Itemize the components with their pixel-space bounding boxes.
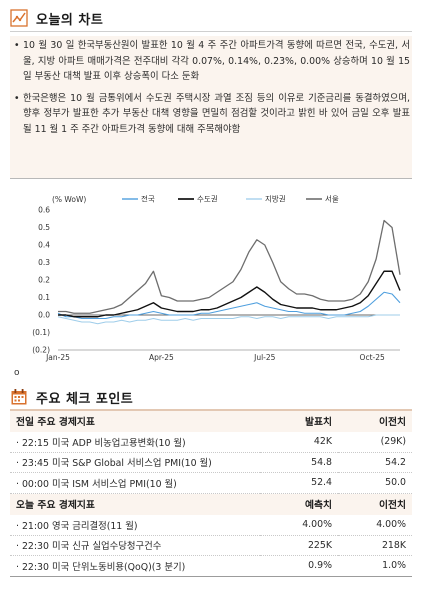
series-line [58,219,401,314]
indicator-name: · 00:00 미국 ISM 서비스업 PMI(10 월) [10,472,260,494]
summary-bullets: 10 월 30 일 한국부동산원이 발표한 10 월 4 주 주간 아파트가격 … [14,38,410,144]
series-line [57,314,400,325]
column-header: 발표치 [260,411,338,432]
apartment-price-chart: 0.6 0.5 0.4 0.3 0.2 0.1 0.0 (0.1) (0.2) Jan-25 Ap… [32,194,401,362]
indicator-name: · 22:30 미국 신규 실업수당청구건수 [10,535,260,556]
section-divider [10,409,412,411]
table-row: · 21:00 영국 금리결정(11 월) 4.00% 4.00% [10,514,412,536]
y-axis-ticks: 0.6 0.5 0.4 0.3 0.2 0.1 0.0 (0.1) (0.2) [32,206,50,355]
previous-value: 1.0% [338,555,412,577]
y-tick-label: 0.1 [38,293,50,302]
column-header: 오늘 주요 경제지표 [10,494,260,515]
previous-value: 50.0 [338,472,412,494]
y-tick-label: 0.6 [38,206,50,215]
x-tick-label: Oct-25 [360,353,385,362]
series-line [58,270,401,318]
y-tick-label: 0.2 [38,276,50,285]
chart-series [57,219,401,325]
section-title: 주요 체크 포인트 [36,391,134,407]
actual-value: 52.4 [260,472,338,494]
indicator-name: · 23:45 미국 S&P Global 서비스업 PMI(10 월) [10,452,260,473]
chart-legend: 전국 수도권 지방권 서울 [122,194,339,204]
x-tick-label: Jan-25 [45,353,70,362]
note-mark: o [14,368,20,378]
table-header-row: 오늘 주요 경제지표 예측치 이전치 [10,494,412,515]
forecast-value: 4.00% [260,514,338,536]
todays-chart-header: 오늘의 차트 [10,6,103,30]
table-row: · 22:30 미국 신규 실업수당청구건수 225K 218K [10,535,412,556]
series-line [57,291,401,320]
checkpoints-header: 주요 체크 포인트 [10,385,133,409]
previous-value: (29K) [338,431,412,453]
y-tick-label: (0.1) [32,328,50,337]
today-indicators-table: 오늘 주요 경제지표 예측치 이전치 · 21:00 영국 금리결정(11 월)… [10,494,412,577]
bullet-item: 한국은행은 10 월 금통위에서 수도권 주택시장 과열 조짐 등의 이유로 기… [14,91,410,138]
band-divider [10,178,412,179]
section-title: 오늘의 차트 [36,12,104,28]
previous-value: 4.00% [338,514,412,536]
table-row: · 23:45 미국 S&P Global 서비스업 PMI(10 월) 54.… [10,452,412,473]
y-tick-label: 0.3 [38,258,50,267]
table-row: · 22:30 미국 단위노동비용(QoQ)(3 분기) 0.9% 1.0% [10,555,412,577]
forecast-value: 0.9% [260,555,338,577]
column-header: 예측치 [260,494,338,515]
table-row: · 22:15 미국 ADP 비농업고용변화(10 월) 42K (29K) [10,431,412,453]
chart-line-icon [10,9,28,27]
y-tick-label: 0.4 [38,241,50,250]
forecast-value: 225K [260,535,338,556]
legend-label: 전국 [141,194,155,204]
previous-day-indicators-table: 전일 주요 경제지표 발표치 이전치 · 22:15 미국 ADP 비농업고용변… [10,411,412,494]
bullet-item: 10 월 30 일 한국부동산원이 발표한 10 월 4 주 주간 아파트가격 … [14,38,410,85]
table-row: · 00:00 미국 ISM 서비스업 PMI(10 월) 52.4 50.0 [10,472,412,494]
y-tick-label: (0.2) [32,346,50,355]
indicator-name: · 22:30 미국 단위노동비용(QoQ)(3 분기) [10,555,260,577]
indicator-name: · 21:00 영국 금리결정(11 월) [10,514,260,536]
indicator-name: · 22:15 미국 ADP 비농업고용변화(10 월) [10,431,260,453]
legend-label: 수도권 [197,195,218,204]
previous-value: 218K [338,535,412,556]
y-tick-label: 0.5 [38,223,50,232]
calendar-icon [10,388,28,406]
x-axis-ticks: Jan-25 Apr-25 Jul-25 Oct-25 [45,353,385,362]
y-unit-label: (% WoW) [52,195,86,204]
x-tick-label: Apr-25 [149,353,174,362]
section-divider [10,31,412,32]
table-header-row: 전일 주요 경제지표 발표치 이전치 [10,411,412,432]
actual-value: 42K [260,431,338,453]
legend-label: 서울 [325,195,339,204]
actual-value: 54.8 [260,452,338,473]
chart-grid [58,314,400,351]
column-header: 전일 주요 경제지표 [10,411,260,432]
previous-value: 54.2 [338,452,412,473]
x-tick-label: Jul-25 [253,353,276,362]
column-header: 이전치 [338,411,412,432]
legend-label: 지방권 [265,194,286,204]
column-header: 이전치 [338,494,412,515]
y-tick-label: 0.0 [38,311,50,320]
